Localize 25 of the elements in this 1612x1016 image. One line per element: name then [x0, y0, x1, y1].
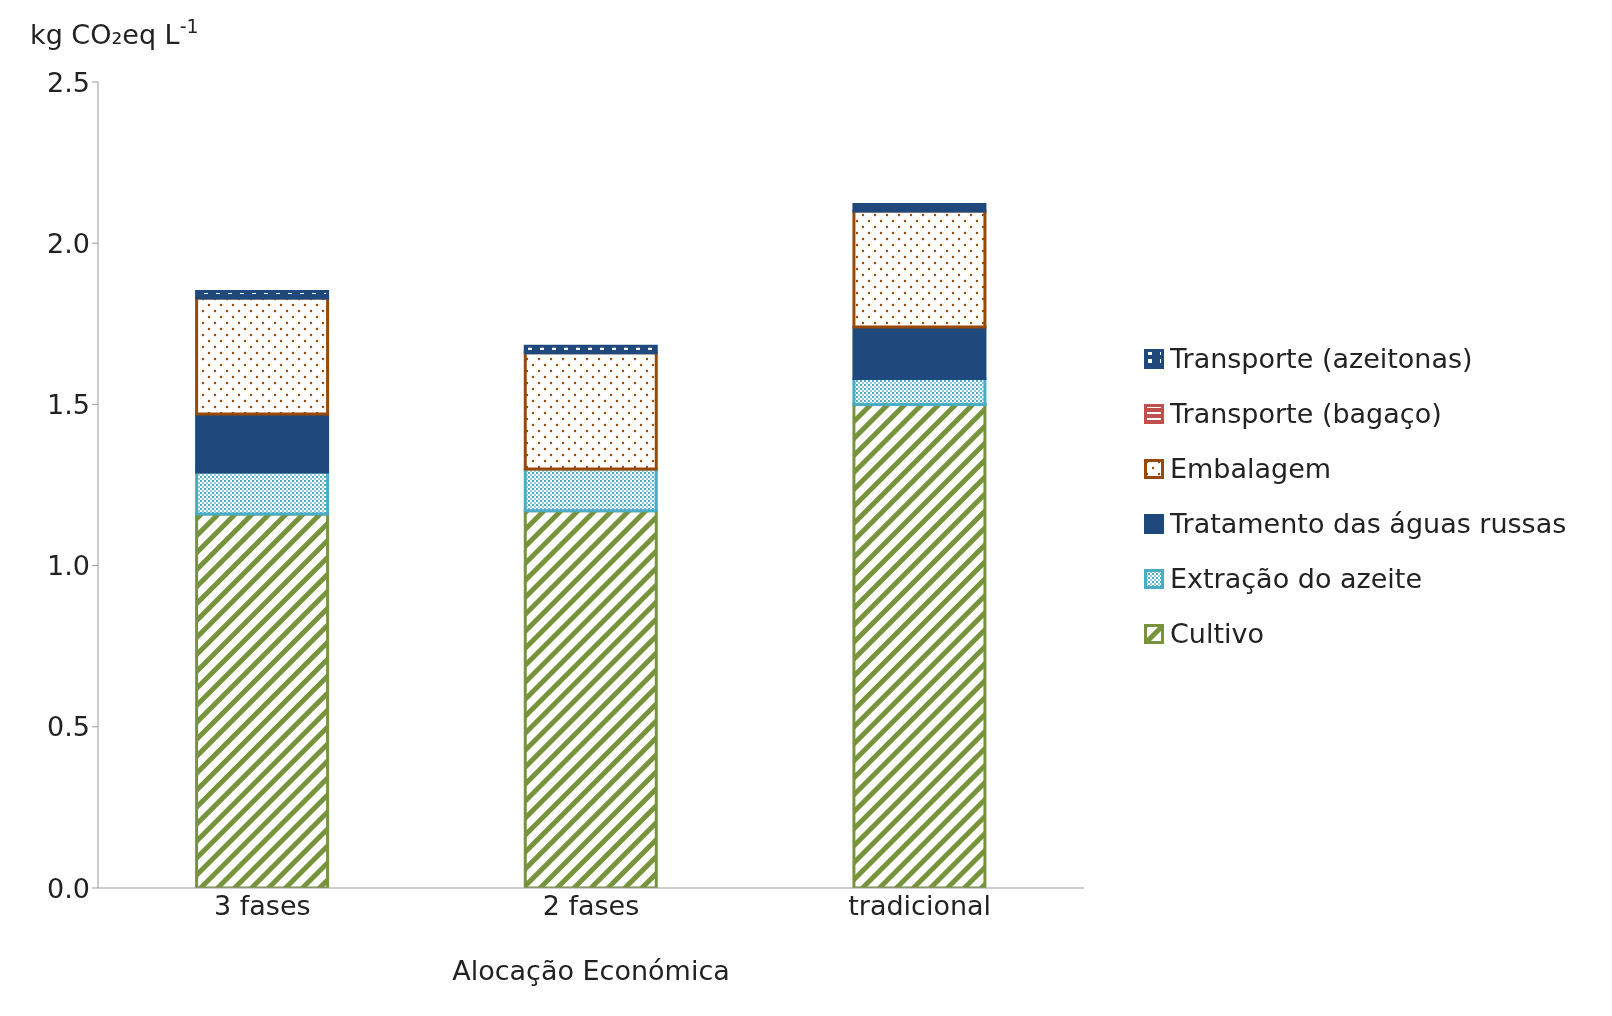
bar	[852, 203, 987, 213]
bar	[523, 344, 658, 355]
y-tick-label: 2.0	[47, 227, 90, 259]
y-tick-label: 2.5	[47, 66, 90, 98]
y-tick-label: 1.5	[47, 388, 90, 420]
legend-label: Embalagem	[1170, 453, 1332, 484]
y-tick-label: 1.0	[47, 550, 90, 582]
x-tick-label: tradicional	[848, 890, 992, 922]
bar	[523, 351, 658, 471]
bar	[523, 467, 658, 513]
x-axis-title: Alocação Económica	[452, 955, 730, 986]
legend-label: Extração do azeite	[1170, 563, 1423, 594]
legend-label: Tratamento das águas russas	[1170, 508, 1567, 539]
bar	[852, 209, 987, 329]
bar	[523, 509, 658, 888]
x-tick-label: 2 fases	[542, 890, 640, 922]
legend-label: Transporte (azeitonas)	[1170, 343, 1473, 374]
y-tick-label: 0.5	[47, 711, 90, 743]
y-tick-label: 0.0	[47, 872, 90, 904]
y-axis-title: kg CO₂eq L$^{-1}$	[30, 15, 199, 50]
legend-label: Cultivo	[1170, 618, 1265, 649]
legend-label: Transporte (bagaço)	[1170, 398, 1442, 429]
bar	[852, 377, 987, 406]
bar	[195, 290, 330, 300]
x-tick-label: 3 fases	[214, 890, 311, 922]
